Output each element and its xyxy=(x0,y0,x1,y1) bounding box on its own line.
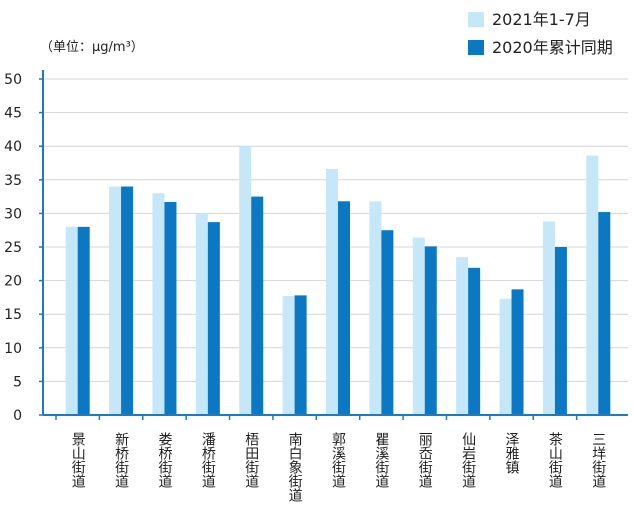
legend-swatch xyxy=(468,40,484,55)
x-tick-label: 梧田街道 xyxy=(243,432,259,489)
bar xyxy=(109,186,122,415)
x-tick-label: 南白象街道 xyxy=(287,432,303,503)
bar xyxy=(239,146,252,415)
bar xyxy=(554,247,567,415)
x-tick-label: 娄桥街道 xyxy=(156,432,172,489)
x-tick-label: 新桥街道 xyxy=(113,432,129,489)
legend-label: 2021年1-7月 xyxy=(492,10,591,29)
bar xyxy=(468,267,481,415)
bar xyxy=(511,289,524,415)
x-tick-label: 景山街道 xyxy=(70,432,86,489)
bar xyxy=(586,155,599,415)
bar xyxy=(338,201,350,415)
y-tick-label: 25 xyxy=(4,240,22,256)
bar xyxy=(456,257,469,415)
bar xyxy=(326,169,338,415)
y-tick-label: 5 xyxy=(13,374,22,390)
x-tick-label: 丽岙街道 xyxy=(417,432,433,489)
x-tick-label: 仙岩街道 xyxy=(460,432,476,489)
y-tick-label: 50 xyxy=(4,72,22,88)
x-tick-label: 瞿溪街道 xyxy=(373,432,389,489)
bar xyxy=(207,222,220,415)
bar xyxy=(412,237,425,415)
bar xyxy=(598,212,611,415)
x-tick-label: 茶山街道 xyxy=(547,432,563,489)
x-tick-label: 郭溪街道 xyxy=(330,431,346,489)
bar xyxy=(65,226,78,415)
bar xyxy=(381,230,394,415)
y-tick-label: 10 xyxy=(4,341,22,357)
bar xyxy=(164,201,177,415)
bar xyxy=(424,246,437,415)
x-tick-label: 潘桥街道 xyxy=(200,432,216,489)
y-tick-label: 0 xyxy=(13,408,22,424)
y-tick-label: 45 xyxy=(4,106,22,122)
y-tick-label: 15 xyxy=(4,307,22,323)
bar xyxy=(369,201,382,415)
legend-swatch xyxy=(468,12,484,27)
legend-label: 2020年累计同期 xyxy=(492,38,613,57)
y-tick-label: 20 xyxy=(4,274,22,290)
bar xyxy=(121,186,134,415)
bar xyxy=(499,298,512,415)
unit-label: （单位：μg/m³） xyxy=(40,40,144,55)
bar xyxy=(251,196,264,415)
bar xyxy=(542,221,555,415)
x-tick-label: 泽雅镇 xyxy=(504,432,520,474)
bar xyxy=(294,295,307,415)
bar xyxy=(282,296,295,415)
bar xyxy=(195,213,208,415)
bar xyxy=(77,226,90,415)
x-tick-label: 三垟街道 xyxy=(590,432,606,489)
y-tick-label: 35 xyxy=(4,173,22,189)
bar xyxy=(152,193,165,415)
y-tick-label: 30 xyxy=(4,206,22,222)
y-tick-label: 40 xyxy=(4,139,22,155)
